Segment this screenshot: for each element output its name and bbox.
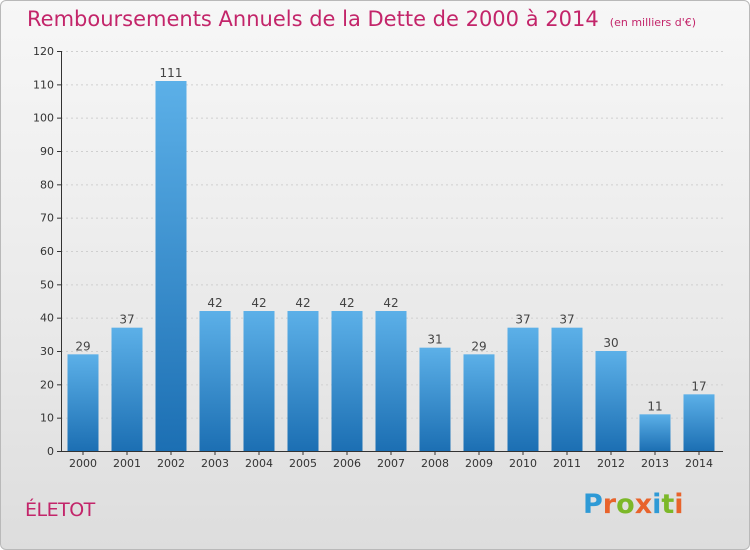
value-label: 42 (295, 296, 310, 310)
x-tick-label: 2003 (201, 457, 229, 470)
x-tick-label: 2006 (333, 457, 361, 470)
bar-2004 (243, 311, 275, 451)
y-tick-label: 80 (40, 178, 54, 191)
value-label: 37 (119, 313, 134, 327)
y-tick-label: 10 (40, 412, 54, 425)
bar-2008 (419, 347, 451, 451)
value-label: 42 (207, 296, 222, 310)
logo-letter: r (602, 489, 617, 520)
value-label: 42 (339, 296, 354, 310)
y-tick-label: 120 (33, 45, 54, 58)
value-label: 29 (75, 339, 90, 353)
logo-letter: i (674, 489, 684, 520)
bar-2012 (595, 351, 627, 451)
x-tick-label: 2010 (509, 457, 537, 470)
value-label: 111 (160, 66, 183, 80)
value-label: 29 (471, 339, 486, 353)
bar-2006 (331, 311, 363, 451)
x-tick-label: 2004 (245, 457, 273, 470)
x-tick-label: 2002 (157, 457, 185, 470)
bar-2009 (463, 354, 495, 451)
proxiti-logo: Proxiti (583, 489, 684, 520)
title-row: Remboursements Annuels de la Dette de 20… (27, 7, 696, 31)
logo-letter: o (616, 489, 635, 520)
y-tick-label: 90 (40, 145, 54, 158)
x-tick-label: 2007 (377, 457, 405, 470)
x-tick-label: 2013 (641, 457, 669, 470)
y-tick-label: 50 (40, 278, 54, 291)
commune-name: ÉLETOT (25, 499, 95, 521)
x-tick-label: 2009 (465, 457, 493, 470)
x-tick-label: 2000 (69, 457, 97, 470)
bar-2000 (67, 354, 99, 451)
bar-2005 (287, 311, 319, 451)
value-label: 31 (427, 333, 442, 347)
y-tick-label: 0 (47, 445, 54, 458)
x-tick-label: 2008 (421, 457, 449, 470)
y-tick-label: 20 (40, 378, 54, 391)
bars (67, 81, 715, 451)
x-tick-label: 2014 (685, 457, 713, 470)
y-tick-label: 60 (40, 245, 54, 258)
axes (57, 51, 723, 455)
x-tick-label: 2012 (597, 457, 625, 470)
x-tick-label: 2001 (113, 457, 141, 470)
value-label: 30 (603, 336, 618, 350)
y-tick-label: 40 (40, 312, 54, 325)
logo-letter: P (583, 489, 603, 520)
bar-2013 (639, 414, 671, 451)
logo-letter: i (652, 489, 662, 520)
labels: 0 10 20 30 40 50 60 70 80 90 100 110 120 2000 29 2001 37… (33, 45, 713, 470)
x-tick-label: 2005 (289, 457, 317, 470)
y-tick-label: 100 (33, 112, 54, 125)
y-tick-label: 110 (33, 78, 54, 91)
value-label: 17 (691, 379, 706, 393)
bar-2011 (551, 327, 583, 451)
logo-letter: x (634, 489, 653, 520)
bar-2007 (375, 311, 407, 451)
bar-2014 (683, 394, 715, 451)
chart-title: Remboursements Annuels de la Dette de 20… (27, 7, 599, 31)
bar-2002 (155, 81, 187, 451)
value-label: 11 (647, 399, 662, 413)
x-tick-label: 2011 (553, 457, 581, 470)
bar-2001 (111, 327, 143, 451)
value-label: 37 (515, 313, 530, 327)
value-label: 42 (383, 296, 398, 310)
y-tick-label: 30 (40, 345, 54, 358)
y-tick-label: 70 (40, 212, 54, 225)
bar-2003 (199, 311, 231, 451)
bar-2010 (507, 327, 539, 451)
chart-unit: (en milliers d'€) (609, 16, 697, 29)
logo-letter: t (661, 489, 675, 520)
value-label: 37 (559, 313, 574, 327)
value-label: 42 (251, 296, 266, 310)
